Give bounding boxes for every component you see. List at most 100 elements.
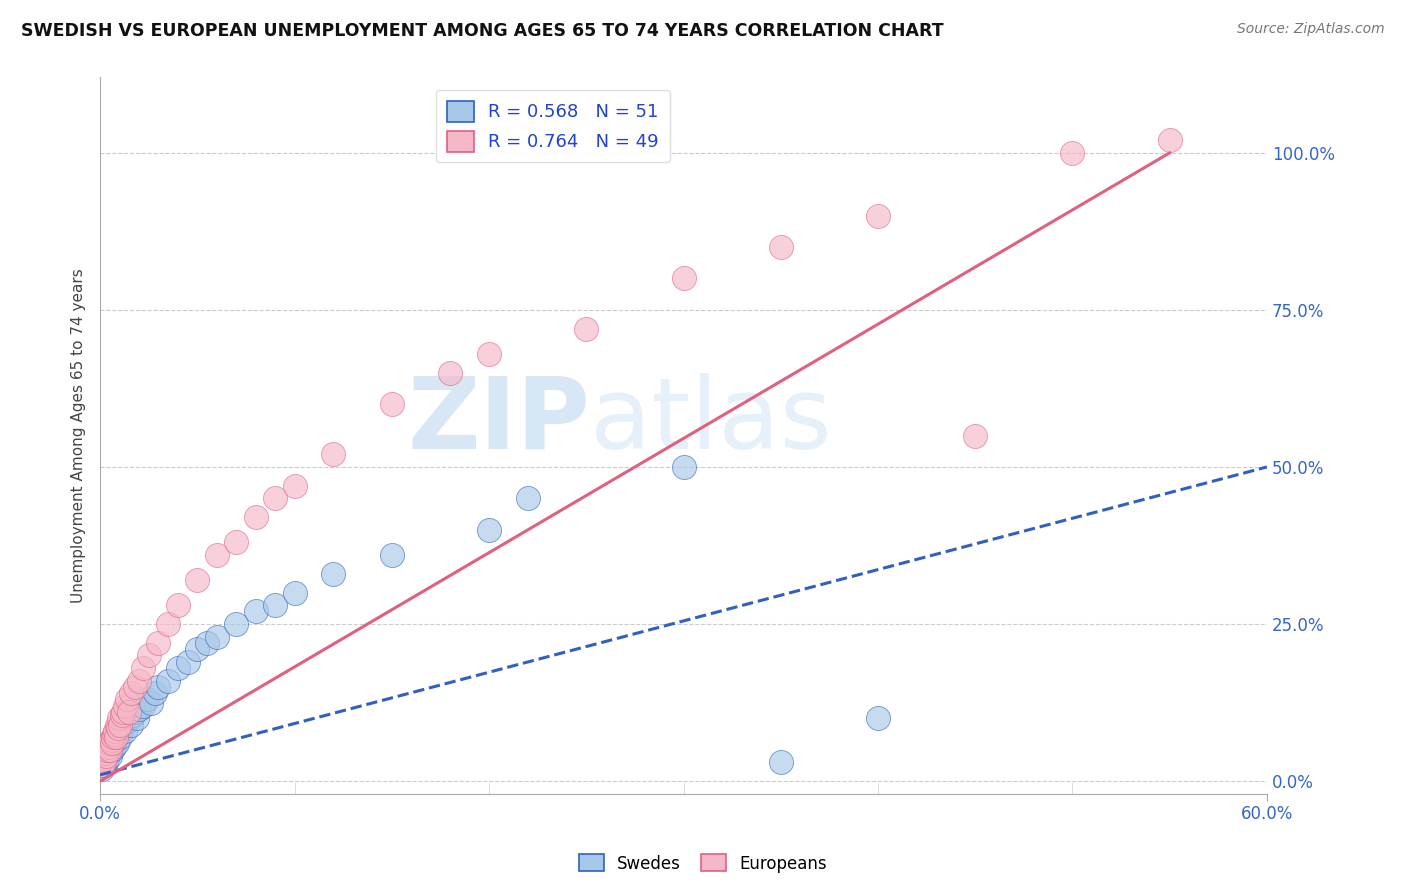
Point <box>138 648 160 663</box>
Y-axis label: Unemployment Among Ages 65 to 74 years: Unemployment Among Ages 65 to 74 years <box>72 268 86 603</box>
Point <box>118 711 141 725</box>
Point <box>148 680 170 694</box>
Text: SWEDISH VS EUROPEAN UNEMPLOYMENT AMONG AGES 65 TO 74 YEARS CORRELATION CHART: SWEDISH VS EUROPEAN UNEMPLOYMENT AMONG A… <box>21 22 943 40</box>
Point <box>284 479 307 493</box>
Point <box>94 756 117 770</box>
Point <box>575 322 598 336</box>
Point <box>105 717 128 731</box>
Point <box>110 708 132 723</box>
Point <box>381 548 404 562</box>
Point <box>205 630 228 644</box>
Point <box>769 240 792 254</box>
Point <box>100 739 122 754</box>
Point <box>104 733 127 747</box>
Point <box>769 756 792 770</box>
Point <box>91 756 114 770</box>
Point <box>105 736 128 750</box>
Point <box>101 742 124 756</box>
Text: ZIP: ZIP <box>408 373 591 470</box>
Point <box>94 746 117 760</box>
Point <box>114 723 136 738</box>
Point <box>322 447 344 461</box>
Point <box>205 548 228 562</box>
Point <box>107 721 129 735</box>
Point <box>866 209 889 223</box>
Point <box>93 756 115 770</box>
Point <box>114 698 136 713</box>
Point <box>94 749 117 764</box>
Point <box>132 661 155 675</box>
Point <box>108 717 131 731</box>
Point <box>98 749 121 764</box>
Point <box>139 696 162 710</box>
Point <box>117 714 139 729</box>
Point <box>96 752 118 766</box>
Point <box>516 491 538 506</box>
Point <box>120 717 142 731</box>
Point <box>104 723 127 738</box>
Point <box>125 711 148 725</box>
Point <box>264 491 287 506</box>
Point <box>97 739 120 754</box>
Point <box>135 692 157 706</box>
Point <box>97 746 120 760</box>
Point <box>381 397 404 411</box>
Point <box>672 271 695 285</box>
Point <box>122 708 145 723</box>
Point <box>176 655 198 669</box>
Point <box>91 752 114 766</box>
Point <box>167 661 190 675</box>
Point <box>157 673 180 688</box>
Point <box>284 585 307 599</box>
Point <box>965 428 987 442</box>
Point <box>103 739 125 754</box>
Point <box>107 723 129 738</box>
Point <box>100 733 122 747</box>
Point <box>128 702 150 716</box>
Point <box>124 705 146 719</box>
Point <box>93 758 115 772</box>
Point <box>104 730 127 744</box>
Point <box>478 347 501 361</box>
Point <box>186 642 208 657</box>
Point <box>120 686 142 700</box>
Point <box>264 598 287 612</box>
Point <box>112 705 135 719</box>
Point <box>866 711 889 725</box>
Point <box>91 762 114 776</box>
Point <box>112 717 135 731</box>
Point <box>478 523 501 537</box>
Point <box>96 742 118 756</box>
Point <box>1062 145 1084 160</box>
Point <box>1159 133 1181 147</box>
Point <box>167 598 190 612</box>
Point <box>245 510 267 524</box>
Point <box>128 673 150 688</box>
Point <box>110 721 132 735</box>
Point <box>132 698 155 713</box>
Point <box>101 730 124 744</box>
Point <box>104 730 127 744</box>
Point <box>322 566 344 581</box>
Point <box>101 736 124 750</box>
Point <box>103 727 125 741</box>
Legend: R = 0.568   N = 51, R = 0.764   N = 49: R = 0.568 N = 51, R = 0.764 N = 49 <box>436 90 669 162</box>
Point <box>143 686 166 700</box>
Point <box>108 730 131 744</box>
Point <box>107 711 129 725</box>
Point <box>98 742 121 756</box>
Point <box>245 605 267 619</box>
Point <box>97 742 120 756</box>
Point <box>101 736 124 750</box>
Point <box>186 573 208 587</box>
Point <box>118 705 141 719</box>
Point <box>157 617 180 632</box>
Point <box>148 636 170 650</box>
Point <box>195 636 218 650</box>
Point <box>91 758 114 772</box>
Point <box>107 727 129 741</box>
Point <box>124 680 146 694</box>
Point <box>439 366 461 380</box>
Legend: Swedes, Europeans: Swedes, Europeans <box>572 847 834 880</box>
Point <box>672 460 695 475</box>
